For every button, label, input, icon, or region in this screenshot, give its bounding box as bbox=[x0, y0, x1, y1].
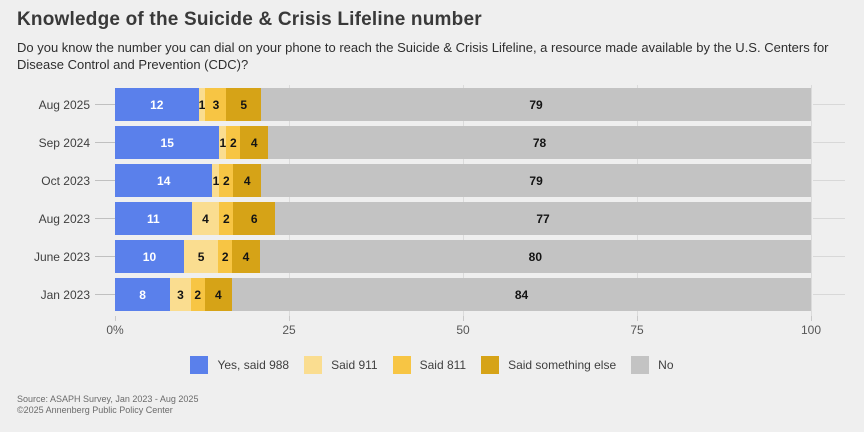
bar-segment: 4 bbox=[232, 240, 260, 273]
bar-row: Jan 2023 8 3 2 4 84 bbox=[41, 278, 845, 311]
bar-segment: 10 bbox=[115, 240, 184, 273]
legend-item: Said 911 bbox=[304, 356, 378, 374]
bar-segment: 5 bbox=[226, 88, 262, 121]
legend-label: No bbox=[658, 358, 674, 372]
bar-segment: 14 bbox=[115, 164, 213, 197]
x-axis-label: 75 bbox=[630, 323, 644, 337]
bar-segment: 2 bbox=[218, 240, 233, 273]
bar-row: Aug 2025 12 1 3 5 79 bbox=[39, 88, 845, 121]
legend-item: Yes, said 988 bbox=[190, 356, 289, 374]
gridline-75 bbox=[637, 85, 638, 316]
gridline-25 bbox=[289, 85, 290, 316]
bar-segment: 1 bbox=[219, 126, 227, 159]
bar-segment: 2 bbox=[219, 202, 234, 235]
source-note: Source: ASAPH Survey, Jan 2023 - Aug 202… bbox=[17, 394, 198, 416]
category-label: Oct 2023 bbox=[41, 173, 90, 188]
y-tick-left bbox=[95, 142, 115, 143]
bar-segment: 77 bbox=[275, 202, 812, 235]
bar-segment: 4 bbox=[240, 126, 269, 159]
category-label: June 2023 bbox=[33, 249, 90, 264]
x-axis-tick bbox=[463, 316, 464, 321]
bar-segment: 3 bbox=[205, 88, 227, 121]
copyright-line: ©2025 Annenberg Public Policy Center bbox=[17, 405, 173, 415]
legend-label: Said something else bbox=[508, 358, 617, 372]
x-axis: 0% 25 50 75 100 bbox=[106, 316, 821, 338]
legend-item: Said something else bbox=[481, 356, 616, 374]
y-tick-left bbox=[95, 104, 115, 105]
x-axis-tick bbox=[115, 316, 116, 321]
bar-segment: 79 bbox=[261, 88, 811, 121]
bar-segment: 2 bbox=[226, 126, 241, 159]
bar-segment: 15 bbox=[115, 126, 220, 159]
bar-chart-plot-area: Aug 2025 12 1 3 5 79 Sep 2024 15 1 2 4 78 Oct 2023 14… bbox=[34, 85, 845, 316]
y-tick-left bbox=[95, 294, 115, 295]
y-tick-right bbox=[813, 142, 845, 143]
x-axis-tick bbox=[637, 316, 638, 321]
gridline-50 bbox=[463, 85, 464, 316]
gridline-100 bbox=[811, 85, 812, 316]
legend: Yes, said 988 Said 911 Said 811 Said someth… bbox=[0, 356, 864, 374]
y-tick-right bbox=[813, 180, 845, 181]
category-label: Jan 2023 bbox=[40, 287, 90, 302]
y-tick-left bbox=[95, 256, 115, 257]
y-tick-right bbox=[813, 218, 845, 219]
y-tick-left bbox=[95, 218, 115, 219]
category-label: Aug 2023 bbox=[38, 211, 90, 226]
y-tick-right bbox=[813, 294, 845, 295]
bar-segment: 4 bbox=[204, 278, 233, 311]
bar-segment: 5 bbox=[183, 240, 219, 273]
bar-row: Sep 2024 15 1 2 4 78 bbox=[39, 126, 845, 159]
bar-segment: 80 bbox=[259, 240, 811, 273]
bar-segment: 1 bbox=[198, 88, 206, 121]
bar-segment: 12 bbox=[115, 88, 199, 121]
bar-row: June 2023 10 5 2 4 80 bbox=[34, 240, 845, 273]
bar-segment: 1 bbox=[212, 164, 220, 197]
legend-item: No bbox=[631, 356, 674, 374]
y-tick-right bbox=[813, 256, 845, 257]
bar-segment: 3 bbox=[170, 278, 191, 311]
legend-item: Said 811 bbox=[392, 356, 467, 374]
legend-swatch bbox=[190, 356, 209, 374]
source-line: Source: ASAPH Survey, Jan 2023 - Aug 202… bbox=[17, 394, 199, 404]
x-axis-label: 50 bbox=[456, 323, 470, 337]
legend-label: Yes, said 988 bbox=[217, 358, 290, 372]
bar-segment: 4 bbox=[191, 202, 220, 235]
bar-segment: 79 bbox=[261, 164, 811, 197]
y-tick-right bbox=[813, 104, 845, 105]
bar-segment: 2 bbox=[219, 164, 234, 197]
bar-segment: 6 bbox=[233, 202, 276, 235]
legend-swatch bbox=[392, 356, 411, 374]
legend-label: Said 811 bbox=[419, 358, 467, 372]
bar-segment: 8 bbox=[115, 278, 171, 311]
category-label: Sep 2024 bbox=[38, 135, 90, 150]
category-label: Aug 2025 bbox=[38, 97, 90, 112]
x-axis-label: 25 bbox=[282, 323, 296, 337]
bar-segment: 4 bbox=[233, 164, 262, 197]
x-axis-label: 0% bbox=[106, 323, 124, 337]
legend-swatch bbox=[481, 356, 500, 374]
chart-subtitle: Do you know the number you can dial on y… bbox=[17, 40, 829, 72]
bar-segment: 84 bbox=[232, 278, 811, 311]
legend-swatch bbox=[631, 356, 650, 374]
y-tick-left bbox=[95, 180, 115, 181]
x-axis-tick bbox=[289, 316, 290, 321]
x-axis-label: 100 bbox=[800, 323, 822, 337]
bar-row: Aug 2023 11 4 2 6 77 bbox=[39, 202, 845, 235]
bar-segment: 11 bbox=[115, 202, 192, 235]
legend-label: Said 911 bbox=[331, 358, 378, 372]
bar-segment: 2 bbox=[190, 278, 205, 311]
bar-segment: 78 bbox=[268, 126, 811, 159]
x-axis-tick bbox=[811, 316, 812, 321]
chart-title: Knowledge of the Suicide & Crisis Lifeli… bbox=[17, 9, 482, 30]
legend-swatch bbox=[304, 356, 323, 374]
bar-row: Oct 2023 14 1 2 4 79 bbox=[41, 164, 845, 197]
